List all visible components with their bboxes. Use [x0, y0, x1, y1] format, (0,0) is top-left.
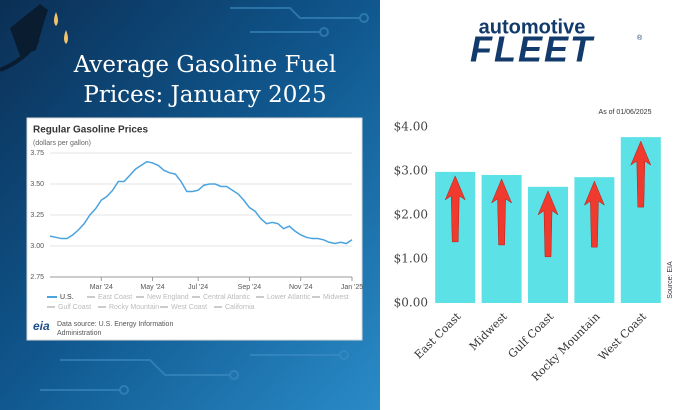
legend-label: Midwest: [323, 294, 349, 301]
chart-title: Regular Gasoline Prices: [33, 125, 148, 136]
arrow: [583, 180, 605, 248]
fuel-icon: [0, 4, 68, 72]
x-tick-label: Jan '25: [341, 284, 363, 291]
legend-label: New England: [147, 294, 189, 301]
x-tick-label: Nov '24: [289, 284, 313, 291]
legend-label: U.S.: [60, 294, 74, 301]
eia-logo: eia: [33, 319, 50, 333]
y-tick-label: $1.00: [394, 252, 428, 266]
y-tick-label: $3.00: [394, 164, 428, 178]
legend-label: Lower Atlantic: [267, 294, 311, 301]
legend-label: Gulf Coast: [58, 304, 91, 311]
y-tick-label: 3.75: [30, 150, 44, 157]
y-tick-label: $4.00: [394, 120, 428, 134]
y-tick-label: 3.25: [30, 212, 44, 219]
logo-text: automotive: [479, 16, 586, 38]
y-tick-label: $2.00: [394, 208, 428, 222]
circuit-decoration: [40, 7, 369, 395]
y-tick-label: $0.00: [394, 296, 428, 310]
arrow: [537, 190, 559, 258]
legend-label: California: [225, 304, 255, 311]
source: Data source: U.S. Energy Information: [57, 321, 173, 328]
x-tick-label: Sep '24: [238, 284, 262, 291]
annotation: As of 01/06/2025: [599, 109, 652, 116]
arrow: [444, 175, 466, 243]
logo-mark: ®: [637, 34, 643, 42]
x-tick-label: Mar '24: [90, 284, 113, 291]
source: Administration: [57, 330, 101, 337]
y-tick-label: 3.50: [30, 181, 44, 188]
y-tick-label: 3.00: [30, 243, 44, 250]
legend-label: West Coast: [171, 304, 207, 311]
inset-card: [26, 117, 363, 341]
legend-label: Central Atlantic: [203, 294, 251, 301]
x-tick-label: Jul '24: [188, 284, 208, 291]
y-tick-label: 2.75: [30, 274, 44, 281]
page-title: Prices: January 2025: [83, 82, 326, 108]
arrow: [630, 140, 652, 208]
legend-label: Rocky Mountain: [109, 304, 159, 311]
chart-subtitle: (dollars per gallon): [33, 140, 91, 147]
source: Source: EIA: [667, 261, 674, 299]
x-tick-label: May '24: [140, 284, 164, 291]
arrow: [491, 178, 513, 246]
legend-label: East Coast: [98, 294, 132, 301]
line-series: [49, 160, 353, 245]
logo-text: FLEET: [470, 29, 595, 70]
page-title: Average Gasoline Fuel: [73, 52, 337, 78]
